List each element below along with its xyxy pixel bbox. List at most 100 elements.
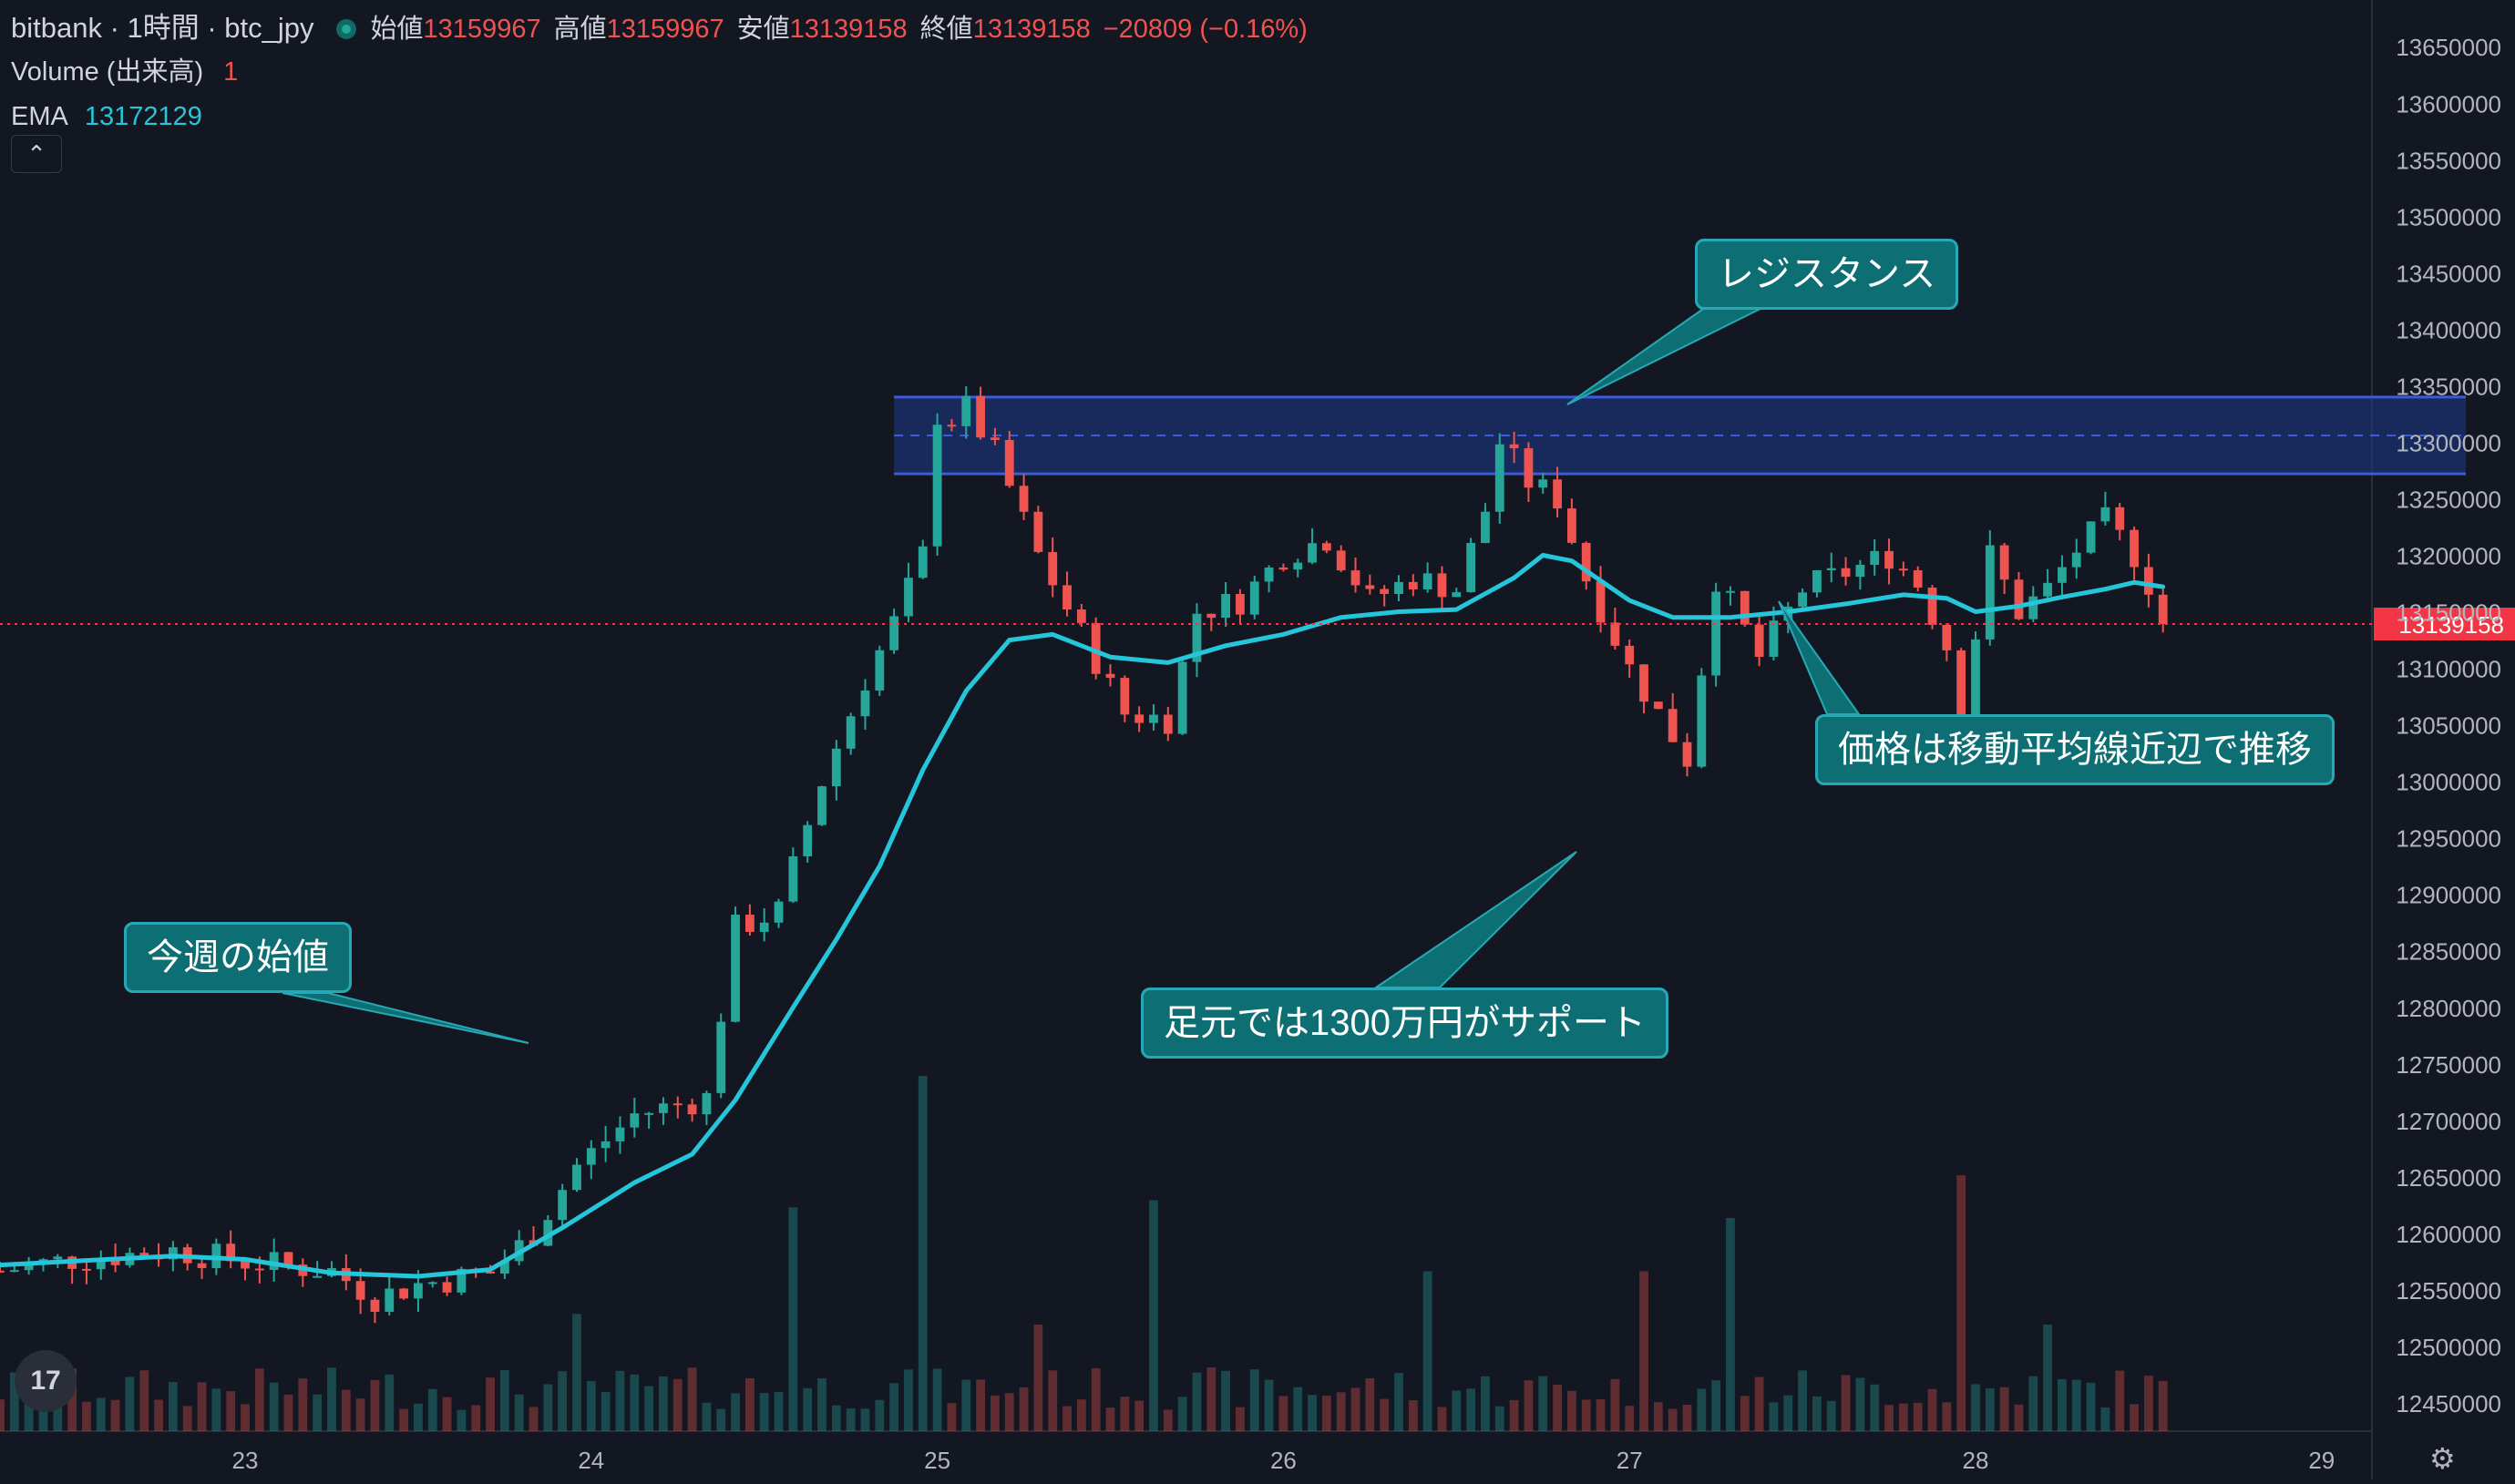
volume-bar (283, 1394, 293, 1431)
time-tick-label: 25 (924, 1447, 950, 1474)
volume-bar (1149, 1200, 1158, 1431)
symbol-title[interactable]: bitbank · 1時間 · btc_jpy (11, 12, 314, 44)
volume-bar (1668, 1408, 1678, 1431)
candle-body (1149, 714, 1158, 723)
close-label: 終値 (919, 15, 973, 44)
volume-value: 1 (223, 57, 239, 87)
candle-body (96, 1259, 106, 1270)
high-label: 高値 (553, 15, 607, 44)
callout-ema-range[interactable]: 価格は移動平均線近辺で推移 (1815, 714, 2335, 785)
time-tick-label: 28 (1963, 1447, 1989, 1474)
volume-bar (1466, 1388, 1476, 1431)
candle-body (1697, 675, 1707, 767)
candle-body (1308, 543, 1317, 563)
volume-bar (1754, 1377, 1764, 1431)
candle-body (241, 1261, 250, 1269)
volume-bar (630, 1374, 640, 1431)
candle-body (1538, 479, 1548, 488)
volume-bar (1062, 1406, 1072, 1431)
volume-bar (1524, 1380, 1534, 1431)
candle-body (1365, 585, 1375, 589)
volume-bar (1308, 1395, 1317, 1431)
volume-bar (154, 1399, 163, 1431)
candle-body (2158, 594, 2168, 624)
collapse-legend-button[interactable]: ⌃ (11, 135, 62, 173)
price-tick-label: 12550000 (2396, 1277, 2501, 1305)
candle-body (817, 786, 826, 825)
open-label: 始値 (370, 15, 424, 44)
candle-body (427, 1282, 437, 1284)
candle-body (9, 1270, 19, 1273)
candle-body (1596, 581, 1606, 623)
volume-bar (1004, 1393, 1014, 1431)
volume-bar (875, 1399, 885, 1431)
candle-body (1422, 573, 1432, 589)
candle-body (1481, 511, 1490, 544)
callout-support[interactable]: 足元では1300万円がサポート (1141, 988, 1668, 1059)
gear-icon[interactable]: ⚙ (2429, 1442, 2456, 1475)
volume-bar (774, 1392, 784, 1431)
volume-bar (1105, 1407, 1115, 1431)
candle-body (2043, 582, 2053, 597)
volume-bar (355, 1398, 365, 1431)
volume-bar (672, 1378, 683, 1431)
volume-bar (370, 1379, 380, 1431)
volume-bar (1942, 1402, 1952, 1431)
volume-bar (1236, 1407, 1245, 1431)
volume-bar (1726, 1218, 1735, 1431)
resistance-zone (894, 395, 2467, 476)
volume-bar (1206, 1367, 1216, 1431)
price-tick-label: 13300000 (2396, 429, 2501, 456)
volume-bar (615, 1370, 625, 1431)
ema-value: 13172129 (84, 102, 202, 131)
candle-body (370, 1299, 380, 1312)
volume-bar (1898, 1403, 1908, 1431)
volume-bar (1855, 1377, 1865, 1431)
volume-bar (1394, 1373, 1403, 1431)
callout-resistance[interactable]: レジスタンス (1695, 239, 1959, 310)
market-status-icon (335, 19, 356, 39)
volume-bar (529, 1407, 539, 1431)
candle-body (1913, 570, 1923, 588)
volume-bar (298, 1378, 308, 1431)
candle-body (1639, 664, 1648, 702)
volume-bar (182, 1406, 192, 1431)
volume-bar (1740, 1396, 1750, 1431)
tradingview-logo[interactable]: 17 (15, 1350, 77, 1412)
volume-bar (2158, 1380, 2168, 1431)
volume-bar (1278, 1396, 1288, 1431)
time-axis[interactable]: 2324252627282930 (232, 1447, 2515, 1474)
legend-ema-row[interactable]: EMA 13172129 (11, 95, 1320, 139)
volume-bar (716, 1408, 726, 1431)
candle-body (976, 395, 985, 438)
ema-path (0, 553, 2166, 1279)
candle-body (1524, 448, 1534, 488)
legend-volume-row[interactable]: Volume (出来高) 1 (11, 50, 1320, 95)
candle-body (2100, 507, 2110, 522)
volume-bar (1711, 1380, 1721, 1431)
candle-body (846, 716, 856, 749)
candle-body (831, 748, 841, 787)
candle-body (1682, 742, 1692, 767)
price-axis[interactable]: 12450000 12500000 12550000 12600000 12650000… (2396, 34, 2501, 1417)
volume-bar (904, 1369, 913, 1431)
candle-body (1985, 545, 1995, 640)
candle-body (572, 1164, 581, 1191)
candle-body (2028, 596, 2038, 619)
candle-body (1380, 588, 1390, 594)
volume-bar (976, 1379, 985, 1431)
low-label: 安値 (736, 15, 790, 44)
candle-body (1336, 550, 1346, 571)
candle-body (1494, 444, 1504, 512)
volume-bar (1350, 1387, 1360, 1431)
volume-bar (543, 1384, 553, 1431)
candle-body (1177, 661, 1187, 734)
candle-body (932, 425, 942, 547)
candle-body (1192, 613, 1202, 662)
candle-body (1754, 624, 1764, 658)
volume-bar (385, 1374, 395, 1431)
volume-bar (1625, 1406, 1635, 1431)
callout-weekly-open[interactable]: 今週の始値 (124, 922, 352, 993)
volume-bar (486, 1377, 495, 1431)
candle-body (1105, 673, 1115, 679)
